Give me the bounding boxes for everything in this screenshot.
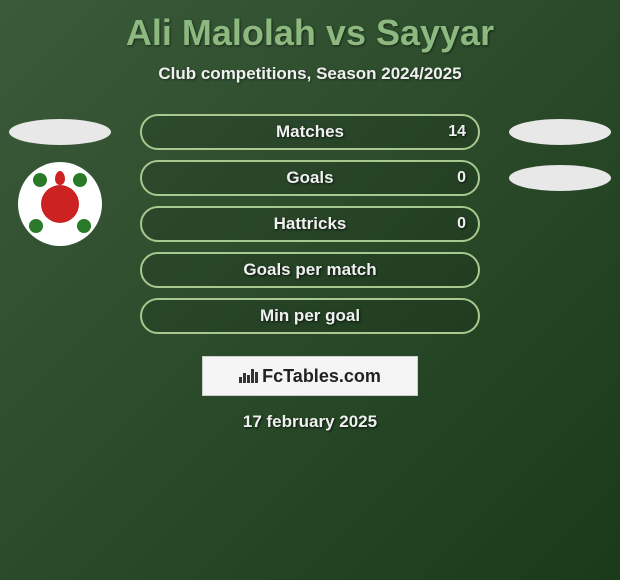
player-right-marker	[509, 165, 611, 191]
stat-bar: Goals 0	[140, 160, 480, 196]
page-title: Ali Malolah vs Sayyar	[0, 0, 620, 54]
player-left-marker	[9, 119, 111, 145]
stat-label: Min per goal	[260, 306, 360, 326]
stat-bar: Goals per match	[140, 252, 480, 288]
stat-label: Goals	[286, 168, 333, 188]
stat-row-goals: Goals 0	[0, 160, 620, 206]
stat-bar: Hattricks 0	[140, 206, 480, 242]
stat-bar: Matches 14	[140, 114, 480, 150]
player-right-marker	[509, 119, 611, 145]
date-text: 17 february 2025	[0, 412, 620, 432]
stat-row-matches: Matches 14	[0, 114, 620, 160]
stat-label: Hattricks	[274, 214, 347, 234]
stat-value: 0	[457, 169, 466, 187]
stat-row-gpm: Goals per match	[0, 252, 620, 298]
stats-area: Matches 14 Goals 0 Hattricks 0	[0, 114, 620, 344]
stat-label: Matches	[276, 122, 344, 142]
stat-value: 14	[448, 123, 466, 141]
watermark: FcTables.com	[202, 356, 418, 396]
stat-bar: Min per goal	[140, 298, 480, 334]
stat-row-mpg: Min per goal	[0, 298, 620, 344]
stat-value: 0	[457, 215, 466, 233]
stat-label: Goals per match	[243, 260, 376, 280]
stat-row-hattricks: Hattricks 0	[0, 206, 620, 252]
chart-icon	[239, 369, 258, 383]
subtitle: Club competitions, Season 2024/2025	[0, 64, 620, 84]
watermark-text: FcTables.com	[262, 366, 381, 387]
